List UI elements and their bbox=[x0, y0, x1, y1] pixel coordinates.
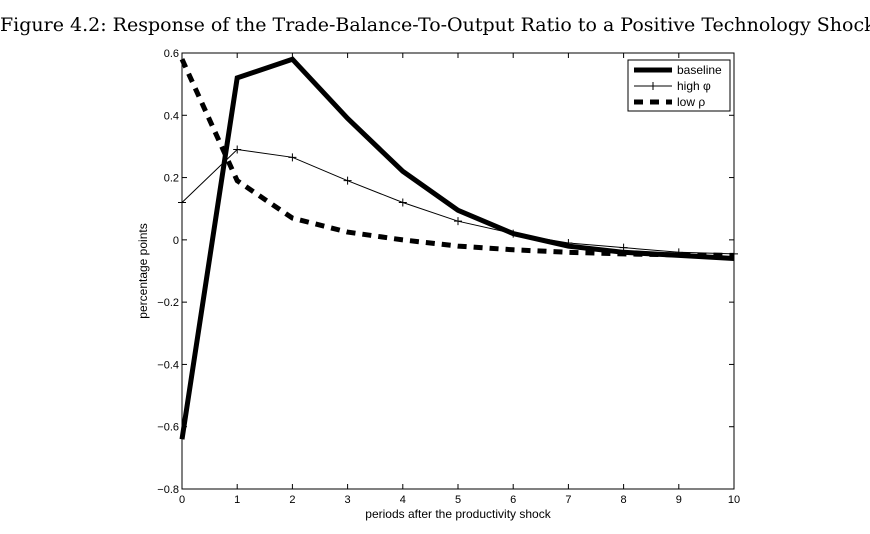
series-line-low-ρ bbox=[179, 58, 735, 258]
y-tick-label: −0.4 bbox=[157, 359, 179, 371]
x-axis-label: periods after the productivity shock bbox=[365, 507, 551, 521]
series-group bbox=[178, 56, 738, 440]
plus-marker bbox=[398, 198, 407, 207]
plus-marker bbox=[178, 198, 186, 207]
y-tick-label: −0.2 bbox=[157, 297, 179, 309]
plus-marker bbox=[343, 176, 352, 185]
legend: baseline high φ low ρ bbox=[627, 59, 731, 112]
y-tick-label: 0.4 bbox=[164, 110, 179, 122]
x-tick-label: 5 bbox=[455, 494, 461, 506]
y-tick-label: 0.6 bbox=[164, 48, 179, 60]
y-tick-label: −0.8 bbox=[157, 484, 179, 496]
x-tick-label: 4 bbox=[400, 494, 406, 506]
x-tick-label: 9 bbox=[676, 494, 682, 506]
legend-plus-marker bbox=[649, 82, 657, 90]
x-tick-label: 8 bbox=[621, 494, 627, 506]
x-tick-label: 6 bbox=[510, 494, 516, 506]
x-tick-label: 3 bbox=[345, 494, 351, 506]
plus-marker bbox=[509, 229, 518, 238]
plus-marker bbox=[564, 238, 573, 247]
legend-label: low ρ bbox=[677, 95, 705, 109]
figure-caption: Figure 4.2: Response of the Trade-Balanc… bbox=[0, 14, 870, 36]
x-tick-label: 10 bbox=[728, 494, 740, 506]
x-tick-label: 1 bbox=[234, 494, 240, 506]
plus-marker bbox=[454, 217, 462, 226]
legend-label: baseline bbox=[677, 63, 722, 77]
y-tick-label: 0.2 bbox=[164, 173, 179, 185]
series-line-baseline bbox=[179, 56, 735, 440]
x-tick-label: 7 bbox=[565, 494, 571, 506]
x-tick-label: 0 bbox=[179, 494, 185, 506]
plus-marker bbox=[233, 145, 242, 154]
x-tick-label: 2 bbox=[289, 494, 295, 506]
plus-marker bbox=[674, 248, 683, 257]
y-tick-label: −0.6 bbox=[157, 422, 179, 434]
y-axis-label: percentage points bbox=[136, 223, 150, 318]
y-tick-label: 0 bbox=[173, 235, 179, 247]
legend-label: high φ bbox=[677, 79, 711, 93]
plus-marker bbox=[619, 243, 628, 252]
plus-marker bbox=[288, 153, 297, 162]
plot-frame bbox=[181, 52, 735, 490]
axis-ticks: 0 1 2 3 4 5 6 7 8 9 10 −0.8 −0.6 −0.4 −0.2 0 0.2 0.4 0.6 bbox=[157, 48, 740, 506]
